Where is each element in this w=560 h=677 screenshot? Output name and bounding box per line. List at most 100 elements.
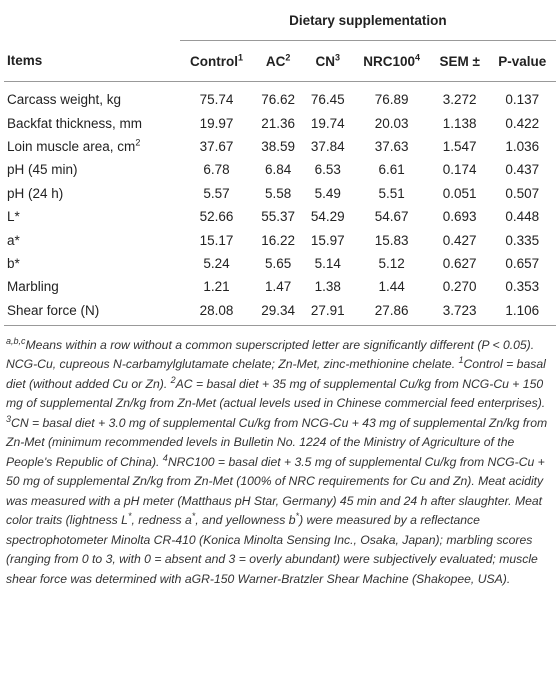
- column-header-text: P-value: [498, 53, 547, 69]
- cell: 0.353: [505, 279, 540, 295]
- cell: 15.83: [374, 232, 409, 248]
- cell: 3.723: [430, 298, 489, 326]
- cell: 29.34: [253, 298, 303, 326]
- cell: 5.49: [314, 185, 341, 201]
- row-label: L*: [4, 205, 180, 228]
- table-row: b* 5.24 5.65 5.14 5.12 0.627 0.657: [4, 252, 556, 275]
- row-label: b*: [4, 252, 180, 275]
- cell: 0.657: [505, 255, 540, 271]
- cell: 27.91: [302, 298, 353, 326]
- table-row: Loin muscle area, cm2 37.67 38.59 37.84 37.6…: [4, 135, 556, 158]
- column-header: SEM ±: [430, 40, 489, 82]
- row-label-text: Marbling: [7, 279, 59, 295]
- footnote-sup: 1: [458, 355, 464, 366]
- footnote-sup: *: [127, 511, 132, 522]
- cell: 38.59: [261, 138, 296, 154]
- cell: 27.86: [352, 298, 431, 326]
- cell: 0.422: [505, 115, 540, 131]
- column-header-text: AC: [265, 53, 286, 69]
- footnote-text: Control = basal diet (without added Cu o…: [6, 357, 546, 391]
- column-header-text: Items: [7, 53, 43, 69]
- cell: 5.24: [203, 255, 230, 271]
- cell: 0.448: [505, 209, 540, 225]
- group-row: Dietary supplementation: [4, 0, 556, 41]
- table-row: pH (24 h) 5.57 5.58 5.49 5.51 0.051 0.507: [4, 182, 556, 205]
- cell: 0.507: [505, 185, 540, 201]
- cell: 0.137: [505, 92, 540, 108]
- group-title: Dietary supplementation: [179, 0, 556, 41]
- cell: 6.53: [314, 162, 341, 178]
- cell: 37.84: [310, 138, 345, 154]
- cell: 5.14: [314, 255, 341, 271]
- column-header: Items: [4, 40, 180, 82]
- column-header-sup: 2: [285, 52, 291, 62]
- cell: 0.627: [442, 255, 477, 271]
- row-label-sup: 2: [135, 137, 141, 148]
- column-header-sup: 3: [334, 52, 340, 62]
- footnote-text: AC = basal diet + 35 mg of supplemental …: [6, 376, 546, 411]
- cell: 0.335: [505, 232, 540, 248]
- table-row: Backfat thickness, mm 19.97 21.36 19.74 20.0…: [4, 111, 556, 134]
- column-header-text: NRC100: [363, 53, 416, 69]
- column-header: CN3: [302, 40, 353, 82]
- cell: 16.22: [261, 232, 296, 248]
- row-label-text: pH (45 min): [7, 162, 78, 178]
- row-label-text: b*: [7, 255, 20, 271]
- footnote-text: CN = basal diet + 3.0 mg of supplemental…: [6, 415, 548, 469]
- row-label: pH (24 h): [4, 182, 180, 205]
- cell: 1.138: [442, 115, 477, 131]
- cell: 6.84: [264, 162, 292, 178]
- table-row: L* 52.66 55.37 54.29 54.67 0.693 0.448: [4, 205, 556, 228]
- row-label: Backfat thickness, mm: [4, 111, 180, 134]
- footnote-text: , and yellowness b: [195, 513, 296, 528]
- row-label-text: Carcass weight, kg: [7, 92, 122, 108]
- cell: 1.106: [488, 298, 556, 326]
- footnote-sup: 4: [162, 452, 168, 463]
- table-row: pH (45 min) 6.78 6.84 6.53 6.61 0.174 0.437: [4, 158, 556, 181]
- footnote-text: , redness a: [131, 513, 192, 528]
- table-wrap: Dietary supplementation Items Control1 AC2…: [4, 0, 556, 586]
- header-row: Items Control1 AC2 CN3 NRC1004 SEM ± P-value: [4, 40, 556, 82]
- footnote-sup: a,b,c: [6, 335, 26, 346]
- cell: 28.08: [179, 298, 254, 326]
- column-header-text: SEM ±: [439, 53, 480, 69]
- cell: 21.36: [261, 115, 296, 131]
- cell: 76.45: [310, 92, 345, 108]
- cell: 19.74: [310, 115, 345, 131]
- cell: 1.547: [442, 138, 477, 154]
- cell: 37.63: [374, 138, 409, 154]
- row-label-text: pH (24 h): [7, 185, 64, 201]
- footnote-sup: *: [191, 511, 196, 522]
- footnote-sup: 3: [6, 413, 12, 424]
- cell: 0.427: [442, 232, 477, 248]
- cell: 52.66: [199, 209, 234, 225]
- footnote-text: Means within a row without a common supe…: [6, 337, 535, 372]
- column-header: P-value: [488, 40, 556, 82]
- row-label-text: Backfat thickness, mm: [7, 115, 143, 131]
- table-body: Carcass weight, kg 75.74 76.62 76.45 76.89 3.…: [4, 82, 556, 326]
- cell: 5.51: [378, 185, 405, 201]
- row-label: Shear force (N): [4, 298, 180, 326]
- cell: 1.44: [378, 279, 405, 295]
- cell: 1.47: [264, 279, 292, 295]
- cell: 1.036: [505, 138, 540, 154]
- cell: 15.17: [199, 232, 234, 248]
- row-label-text: a*: [7, 232, 20, 248]
- cell: 1.38: [314, 279, 341, 295]
- cell: 0.051: [442, 185, 477, 201]
- row-label-text: L*: [7, 209, 20, 225]
- row-label: a*: [4, 228, 180, 251]
- cell: 55.37: [261, 209, 296, 225]
- cell: 15.97: [310, 232, 345, 248]
- cell: 3.272: [442, 92, 477, 108]
- cell: 1.21: [203, 279, 230, 295]
- row-label-text: Shear force (N): [7, 302, 100, 318]
- cell: 6.78: [203, 162, 230, 178]
- cell: 54.67: [374, 209, 409, 225]
- column-header-sup: 1: [238, 52, 244, 62]
- footnote-sup: 2: [170, 374, 176, 385]
- spacer: [4, 0, 180, 41]
- cell: 20.03: [374, 115, 409, 131]
- table-row: Marbling 1.21 1.47 1.38 1.44 0.270 0.353: [4, 275, 556, 298]
- cell: 76.89: [374, 92, 409, 108]
